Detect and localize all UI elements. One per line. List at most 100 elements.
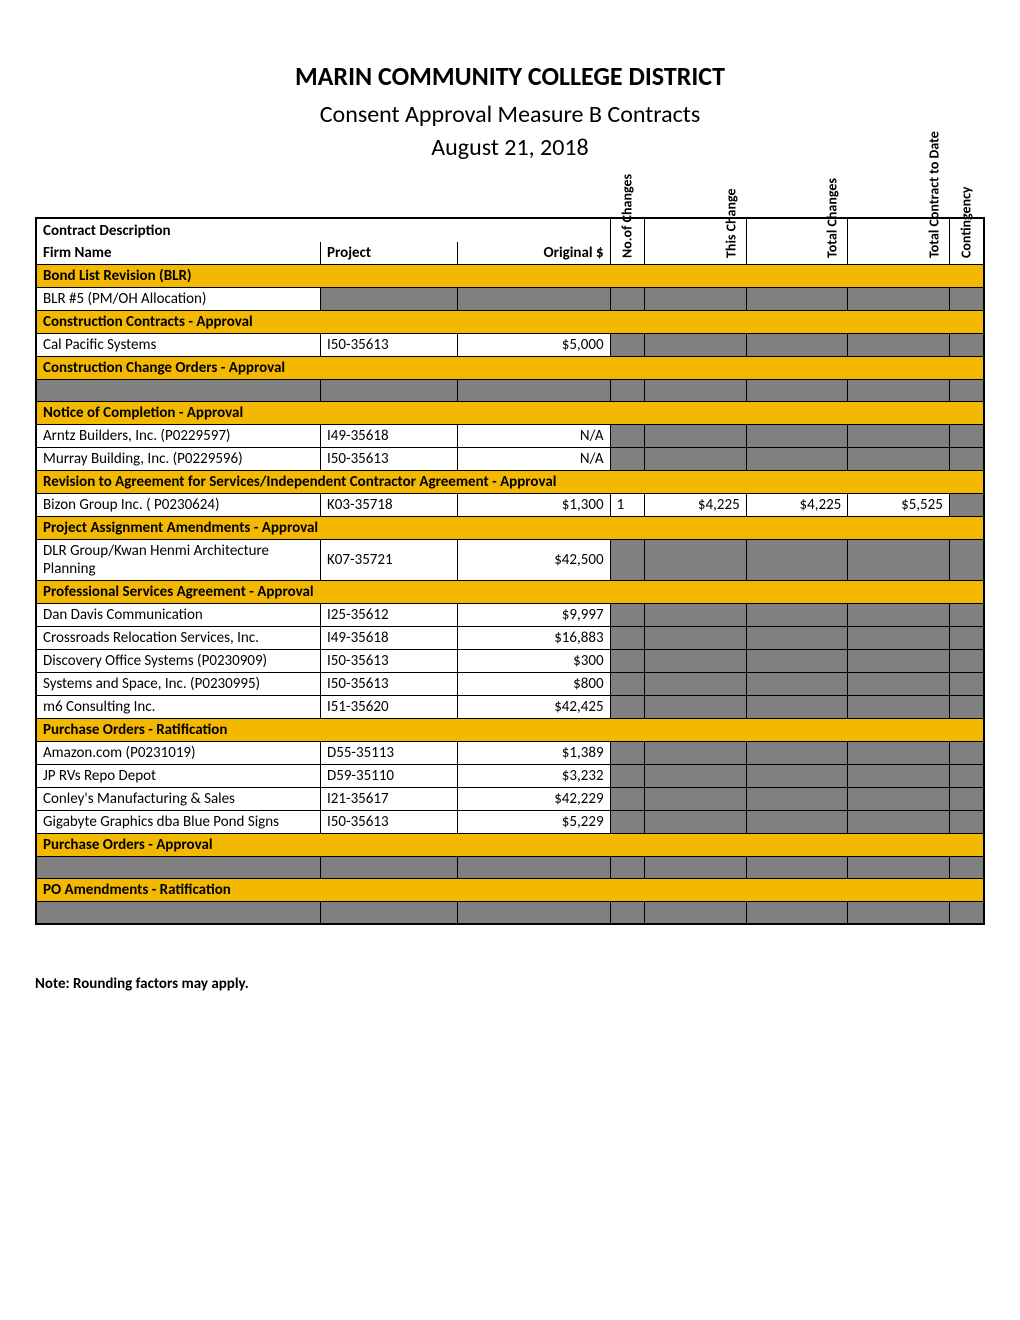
cell-totcon bbox=[848, 811, 950, 834]
hdr-project: Project bbox=[321, 242, 458, 265]
table-row: BLR #5 (PM/OH Allocation) bbox=[36, 288, 984, 311]
cell-nchg bbox=[610, 604, 645, 627]
section-label: Revision to Agreement for Services/Indep… bbox=[36, 471, 984, 494]
cell-totchg bbox=[746, 811, 848, 834]
cell-original: $1,389 bbox=[458, 742, 610, 765]
cell-firm: Discovery Office Systems (P0230909) bbox=[36, 650, 321, 673]
cell-nchg bbox=[610, 857, 645, 879]
hdr-original: Original $ bbox=[458, 242, 610, 265]
table-row: Conley's Manufacturing & SalesI21-35617$… bbox=[36, 788, 984, 811]
cell-totchg bbox=[746, 627, 848, 650]
cell-project: I51-35620 bbox=[321, 696, 458, 719]
cell-project: I49-35618 bbox=[321, 425, 458, 448]
cell-totchg bbox=[746, 742, 848, 765]
cell-totcon bbox=[848, 288, 950, 311]
cell-totchg bbox=[746, 425, 848, 448]
cell-nchg: 1 bbox=[610, 494, 645, 517]
cell-nchg bbox=[610, 425, 645, 448]
section-header: Purchase Orders - Approval bbox=[36, 834, 984, 857]
cell-thischg bbox=[645, 857, 747, 879]
section-label: Professional Services Agreement - Approv… bbox=[36, 581, 984, 604]
cell-nchg bbox=[610, 742, 645, 765]
cell-totcon bbox=[848, 650, 950, 673]
cell-thischg bbox=[645, 788, 747, 811]
cell-firm: Murray Building, Inc. (P0229596) bbox=[36, 448, 321, 471]
cell-original: $5,000 bbox=[458, 334, 610, 357]
cell-totchg bbox=[746, 448, 848, 471]
cell-project: I50-35613 bbox=[321, 811, 458, 834]
cell-nchg bbox=[610, 288, 645, 311]
cell-cont bbox=[949, 902, 984, 924]
cell-totchg bbox=[746, 788, 848, 811]
cell-original: $5,229 bbox=[458, 811, 610, 834]
cell-cont bbox=[949, 494, 984, 517]
cell-nchg bbox=[610, 540, 645, 581]
cell-thischg bbox=[645, 696, 747, 719]
cell-totchg bbox=[746, 673, 848, 696]
cell-thischg bbox=[645, 334, 747, 357]
cell-totchg bbox=[746, 650, 848, 673]
table-row bbox=[36, 902, 984, 924]
note-text: Note: Rounding factors may apply. bbox=[35, 975, 985, 993]
cell-original: N/A bbox=[458, 425, 610, 448]
table-row: Crossroads Relocation Services, Inc.I49-… bbox=[36, 627, 984, 650]
cell-project bbox=[321, 902, 458, 924]
cell-totcon bbox=[848, 380, 950, 402]
title-block: MARIN COMMUNITY COLLEGE DISTRICT Consent… bbox=[35, 60, 985, 162]
hdr-firm: Firm Name bbox=[36, 242, 321, 265]
doc-date: August 21, 2018 bbox=[35, 133, 985, 162]
cell-original bbox=[458, 902, 610, 924]
hdr-contract-desc: Contract Description bbox=[36, 218, 610, 242]
section-label: PO Amendments - Ratification bbox=[36, 879, 984, 902]
table-body: Bond List Revision (BLR)BLR #5 (PM/OH Al… bbox=[36, 265, 984, 924]
cell-thischg: $4,225 bbox=[645, 494, 747, 517]
cell-totchg bbox=[746, 540, 848, 581]
table-row: DLR Group/Kwan Henmi Architecture Planni… bbox=[36, 540, 984, 581]
table-row: JP RVs Repo DepotD59-35110$3,232 bbox=[36, 765, 984, 788]
table-row: Discovery Office Systems (P0230909)I50-3… bbox=[36, 650, 984, 673]
cell-totcon bbox=[848, 902, 950, 924]
cell-nchg bbox=[610, 902, 645, 924]
cell-original: $3,232 bbox=[458, 765, 610, 788]
cell-totcon: $5,525 bbox=[848, 494, 950, 517]
cell-firm: m6 Consulting Inc. bbox=[36, 696, 321, 719]
doc-subtitle: Consent Approval Measure B Contracts bbox=[35, 100, 985, 129]
cell-thischg bbox=[645, 627, 747, 650]
cell-firm: Amazon.com (P0231019) bbox=[36, 742, 321, 765]
table-row: Gigabyte Graphics dba Blue Pond SignsI50… bbox=[36, 811, 984, 834]
doc-title: MARIN COMMUNITY COLLEGE DISTRICT bbox=[35, 60, 985, 92]
section-label: Purchase Orders - Approval bbox=[36, 834, 984, 857]
section-header: Revision to Agreement for Services/Indep… bbox=[36, 471, 984, 494]
section-header: Notice of Completion - Approval bbox=[36, 402, 984, 425]
cell-cont bbox=[949, 604, 984, 627]
cell-project bbox=[321, 288, 458, 311]
cell-firm: Gigabyte Graphics dba Blue Pond Signs bbox=[36, 811, 321, 834]
cell-firm bbox=[36, 902, 321, 924]
header-row-top: Contract Description No.of Changes This … bbox=[36, 218, 984, 242]
cell-totchg bbox=[746, 857, 848, 879]
cell-thischg bbox=[645, 650, 747, 673]
section-header: Purchase Orders - Ratification bbox=[36, 719, 984, 742]
section-header: PO Amendments - Ratification bbox=[36, 879, 984, 902]
table-row: Arntz Builders, Inc. (P0229597)I49-35618… bbox=[36, 425, 984, 448]
cell-nchg bbox=[610, 765, 645, 788]
cell-nchg bbox=[610, 788, 645, 811]
cell-firm: Conley's Manufacturing & Sales bbox=[36, 788, 321, 811]
table-row: Cal Pacific SystemsI50-35613$5,000 bbox=[36, 334, 984, 357]
cell-totcon bbox=[848, 696, 950, 719]
cell-cont bbox=[949, 696, 984, 719]
cell-cont bbox=[949, 448, 984, 471]
cell-original: $16,883 bbox=[458, 627, 610, 650]
cell-firm: Dan Davis Communication bbox=[36, 604, 321, 627]
cell-nchg bbox=[610, 696, 645, 719]
cell-cont bbox=[949, 288, 984, 311]
cell-project bbox=[321, 857, 458, 879]
section-header: Construction Contracts - Approval bbox=[36, 311, 984, 334]
cell-totcon bbox=[848, 742, 950, 765]
cell-totcon bbox=[848, 540, 950, 581]
cell-totchg: $4,225 bbox=[746, 494, 848, 517]
cell-original bbox=[458, 380, 610, 402]
cell-cont bbox=[949, 540, 984, 581]
cell-original: $800 bbox=[458, 673, 610, 696]
cell-original: $300 bbox=[458, 650, 610, 673]
